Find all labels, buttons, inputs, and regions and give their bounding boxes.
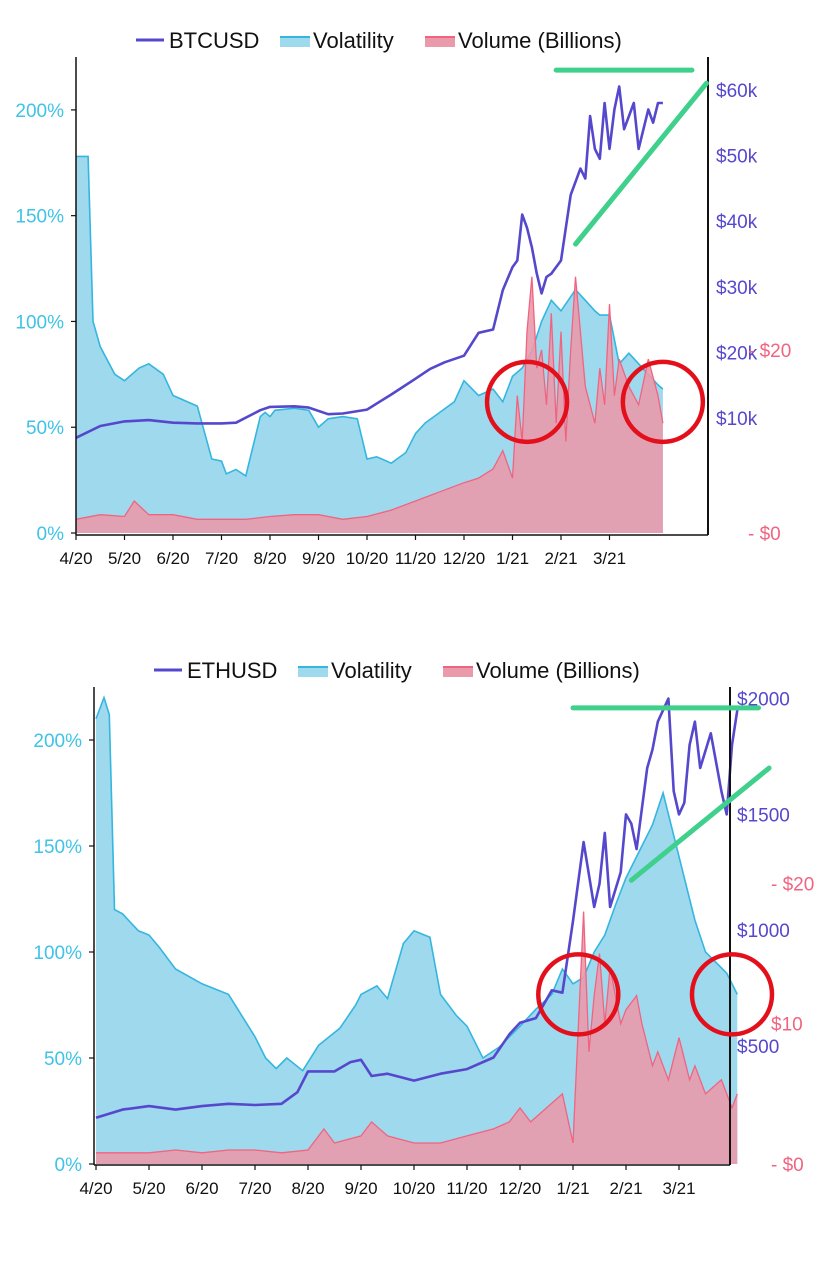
panel-2-x-tick-label: 2/21 <box>609 1179 642 1198</box>
panel-1-x-tick-label: 9/20 <box>302 549 335 568</box>
panel-2-volume-line <box>96 911 738 1154</box>
panel-2-price-line <box>95 697 739 1119</box>
panel-1-annotation-trendline <box>573 80 709 247</box>
panel-2-annotation-circle <box>536 952 621 1037</box>
panel-1-x-tick-label: 2/21 <box>544 549 577 568</box>
panel-1-left-tick-label: 50% <box>26 418 64 439</box>
panel-2-volume-area <box>96 911 738 1164</box>
panel-2-x-tick-label: 10/20 <box>393 1179 436 1198</box>
panel-2-left-tick-label: 200% <box>33 731 82 752</box>
panel-2-x-tick-label: 6/20 <box>185 1179 218 1198</box>
panel-2-left-tick-label: 100% <box>33 943 82 964</box>
panel-1-price-tick-label: $30k <box>716 278 758 299</box>
panel-2-volume-tick-label: $10 <box>771 1015 803 1036</box>
panel-2-legend-label: ETHUSD <box>187 658 277 683</box>
panel-1-volatility-line <box>76 155 664 478</box>
panel-2-volume-tick-label: - $20 <box>771 874 814 895</box>
panel-1-legend-label: Volume (Billions) <box>458 28 622 53</box>
panel-2-x-tick-label: 3/21 <box>662 1179 695 1198</box>
panel-1-price-tick-label: $40k <box>716 212 758 233</box>
panel-1-price-tick-label: $50k <box>716 146 758 167</box>
panel-2-x-tick-label: 7/20 <box>238 1179 271 1198</box>
panel-1-x-tick-label: 7/20 <box>205 549 238 568</box>
panel-2-legend: ETHUSD Volatility Volume (Billions) <box>154 658 640 683</box>
panel-1-left-tick-label: 100% <box>15 312 64 333</box>
panel-2-left-tick-label: 50% <box>44 1049 82 1070</box>
panel-1-x-tick-label: 11/20 <box>395 549 436 568</box>
panel-2-x-tick-label: 12/20 <box>499 1179 542 1198</box>
panel-1-legend-label: Volatility <box>313 28 394 53</box>
panel-1-volume-area <box>76 276 663 533</box>
panel-2-annotation-circle <box>689 952 775 1037</box>
panel-1-price-tick-label: $60k <box>716 81 758 102</box>
panel-1-x-tick-label: 1/21 <box>496 549 529 568</box>
panel-1-legend-swatch <box>280 37 310 47</box>
panel-2-chart: 0% 50% 100% 150% 200% $500 $1000 $1500 $2000 - $0… <box>33 658 814 1198</box>
panel-1-left-tick-label: 150% <box>15 207 64 228</box>
panel-1-price-line <box>75 85 663 439</box>
panel-1-x-tick-label: 8/20 <box>253 549 286 568</box>
panel-1-price-tick-label: $20k <box>716 343 758 364</box>
panel-1-x-tick-label: 5/20 <box>108 549 141 568</box>
panel-1-left-tick-label: 200% <box>15 101 64 122</box>
panel-2-x-tick-label: 9/20 <box>344 1179 377 1198</box>
panel-2-legend-label: Volume (Billions) <box>476 658 640 683</box>
panel-2-legend-label: Volatility <box>331 658 412 683</box>
panel-2-x-tick-label: 8/20 <box>291 1179 324 1198</box>
panel-2-price-tick-label: $2000 <box>737 690 790 711</box>
panel-2-annotation-trendline <box>628 765 772 883</box>
panel-2-volatility-line <box>95 695 739 1072</box>
panel-1-price-tick-label: $10k <box>716 409 758 430</box>
panel-1-legend-swatch <box>425 37 455 47</box>
panel-2-left-tick-label: 150% <box>33 837 82 858</box>
panel-1-x-tick-label: 3/21 <box>593 549 626 568</box>
panel-2-price-tick-label: $1500 <box>737 805 790 826</box>
panel-2-left-tick-label: 0% <box>55 1155 83 1176</box>
panel-2-x-tick-label: 4/20 <box>79 1179 112 1198</box>
panel-2-x-tick-label: 1/21 <box>556 1179 589 1198</box>
panel-1-x-tick-label: 12/20 <box>443 549 486 568</box>
panel-1-volume-tick-label: - $0 <box>748 524 781 545</box>
panel-1-volume-tick-label: - $20 <box>748 341 791 362</box>
panel-1-legend-label: BTCUSD <box>169 28 259 53</box>
panel-2-volume-tick-label: - $0 <box>771 1155 804 1176</box>
panel-2-price-tick-label: $1000 <box>737 921 790 942</box>
panel-1-x-tick-label: 10/20 <box>346 549 389 568</box>
panel-2-legend-swatch <box>443 667 473 677</box>
panel-1-x-tick-label: 4/20 <box>59 549 92 568</box>
panel-1-annotation-circle <box>484 359 570 445</box>
panel-2-price-tick-label: $500 <box>737 1037 779 1058</box>
panel-2-x-tick-label: 5/20 <box>132 1179 165 1198</box>
panel-1-left-tick-label: 0% <box>37 524 65 545</box>
panel-2-x-tick-label: 11/20 <box>446 1179 487 1198</box>
panel-2-legend-swatch <box>298 667 328 677</box>
panel-1-annotation-circle <box>620 359 706 445</box>
panel-1-x-tick-label: 6/20 <box>156 549 189 568</box>
panel-1-chart: 0% 50% 100% 150% 200% $10k $20k $30k $40k $50k $60… <box>15 28 791 568</box>
panel-1-legend: BTCUSD Volatility Volume (Billions) <box>136 28 622 53</box>
